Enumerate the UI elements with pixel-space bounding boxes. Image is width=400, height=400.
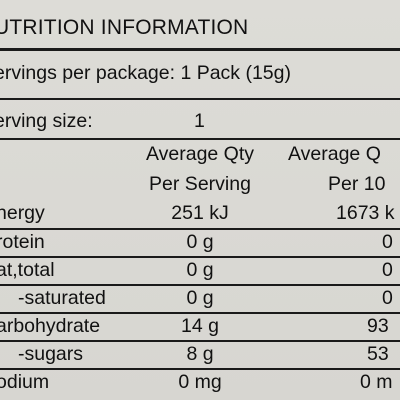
row-label-energy: nergy (0, 202, 45, 224)
cell-energy-per-serving: 251 kJ (171, 202, 229, 224)
row-label-sugars: -sugars (18, 343, 84, 365)
cell-fat-total-per-serving: 0 g (186, 259, 214, 281)
servings-per-package: ervings per package: 1 Pack (15g) (0, 62, 291, 84)
row-label-carbohydrate: arbohydrate (0, 315, 101, 337)
panel-title: UTRITION INFORMATION (0, 16, 249, 39)
cell-sodium-per-100: 0 m (360, 371, 393, 393)
serving-size-label: erving size: (0, 110, 93, 132)
title-rule (0, 48, 400, 51)
cell-sugars-per-100: 53 (367, 343, 389, 365)
row-rule (0, 284, 400, 286)
cell-saturated-per-100: 0 (382, 287, 393, 309)
cell-carbohydrate-per-100: 93 (367, 315, 389, 337)
row-rule (0, 228, 400, 230)
row-label-fat-total: at,total (0, 259, 55, 281)
column-header-per-100-line1: Average Q (288, 143, 381, 165)
cell-protein-per-serving: 0 g (186, 231, 214, 253)
cell-sugars-per-serving: 8 g (186, 343, 214, 365)
cell-saturated-per-serving: 0 g (186, 287, 214, 309)
column-header-per-serving-line2: Per Serving (149, 173, 251, 195)
cell-carbohydrate-per-serving: 14 g (181, 315, 219, 337)
cell-energy-per-100: 1673 k (336, 202, 395, 224)
cell-fat-total-per-100: 0 (382, 259, 393, 281)
cell-sodium-per-serving: 0 mg (178, 371, 222, 393)
serving-size-value: 1 (194, 110, 205, 132)
column-header-per-serving-line1: Average Qty (145, 143, 255, 165)
serving-size-rule (0, 138, 400, 140)
row-rule (0, 312, 400, 314)
row-label-protein: rotein (0, 231, 45, 253)
row-rule (0, 256, 400, 258)
row-rule (0, 368, 400, 370)
servings-rule (0, 98, 400, 100)
row-rule (0, 340, 400, 342)
row-label-saturated: -saturated (18, 287, 106, 309)
row-label-sodium: odium (0, 371, 50, 393)
cell-protein-per-100: 0 (382, 231, 393, 253)
column-header-per-100-line2: Per 10 (328, 173, 386, 195)
